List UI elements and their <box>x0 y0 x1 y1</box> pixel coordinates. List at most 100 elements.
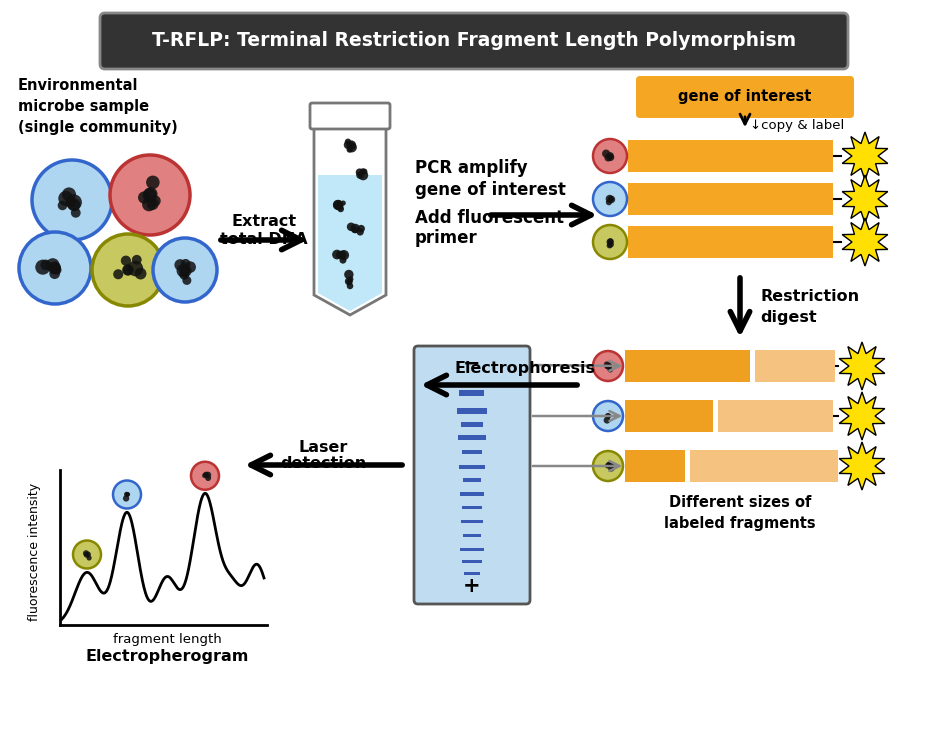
Circle shape <box>350 224 360 234</box>
Text: PCR amplify: PCR amplify <box>415 159 527 177</box>
Bar <box>458 435 486 440</box>
Text: Electrophoresis: Electrophoresis <box>455 360 596 376</box>
Circle shape <box>608 196 614 202</box>
Circle shape <box>593 401 623 431</box>
Circle shape <box>608 466 615 471</box>
Circle shape <box>356 168 364 176</box>
Circle shape <box>606 363 612 369</box>
Circle shape <box>333 200 343 210</box>
Circle shape <box>347 223 355 231</box>
Circle shape <box>185 261 196 273</box>
Circle shape <box>123 496 130 501</box>
Circle shape <box>41 260 51 270</box>
Circle shape <box>121 255 131 266</box>
Circle shape <box>62 187 76 201</box>
Bar <box>462 450 482 454</box>
Circle shape <box>593 182 627 216</box>
Bar <box>459 390 484 396</box>
Circle shape <box>357 225 365 233</box>
Polygon shape <box>839 342 884 390</box>
Circle shape <box>147 198 159 210</box>
Text: −: − <box>463 354 481 374</box>
Circle shape <box>360 168 366 174</box>
Circle shape <box>205 471 211 478</box>
Bar <box>461 520 483 523</box>
Circle shape <box>347 141 356 150</box>
Bar <box>462 506 482 509</box>
Circle shape <box>344 270 353 279</box>
Circle shape <box>49 269 60 279</box>
Bar <box>460 548 484 551</box>
Bar <box>459 465 485 469</box>
Text: Restriction
digest: Restriction digest <box>760 289 859 325</box>
Circle shape <box>333 200 343 210</box>
Circle shape <box>603 417 611 424</box>
Bar <box>460 492 484 496</box>
FancyBboxPatch shape <box>414 346 530 604</box>
Circle shape <box>339 257 347 264</box>
Circle shape <box>341 201 346 206</box>
Circle shape <box>174 259 186 271</box>
Circle shape <box>602 149 610 157</box>
Circle shape <box>83 550 89 556</box>
Circle shape <box>58 201 67 210</box>
Text: Different sizes of
labeled fragments: Different sizes of labeled fragments <box>664 495 815 531</box>
Bar <box>625 350 750 382</box>
Circle shape <box>607 242 613 248</box>
Circle shape <box>606 195 614 203</box>
Circle shape <box>607 238 614 244</box>
Bar <box>628 183 833 215</box>
Circle shape <box>86 556 92 561</box>
Circle shape <box>202 473 207 478</box>
Circle shape <box>603 362 610 368</box>
Text: Laser: Laser <box>298 439 348 455</box>
Circle shape <box>337 206 344 212</box>
Circle shape <box>128 261 143 276</box>
Circle shape <box>357 228 364 236</box>
Circle shape <box>348 276 353 282</box>
Circle shape <box>605 463 611 468</box>
Bar <box>464 572 480 575</box>
Circle shape <box>35 260 50 274</box>
Circle shape <box>125 492 130 496</box>
Circle shape <box>606 199 612 205</box>
Circle shape <box>345 277 353 285</box>
Circle shape <box>150 195 161 206</box>
Text: total DNA: total DNA <box>221 233 308 247</box>
Circle shape <box>606 152 614 160</box>
Circle shape <box>347 142 357 152</box>
Circle shape <box>607 367 613 373</box>
Circle shape <box>124 492 130 497</box>
Polygon shape <box>842 132 888 180</box>
Polygon shape <box>842 218 888 266</box>
Circle shape <box>92 234 164 306</box>
Circle shape <box>339 250 349 260</box>
Bar <box>755 350 835 382</box>
Circle shape <box>345 138 351 145</box>
Circle shape <box>347 279 352 285</box>
Bar <box>628 140 833 172</box>
Circle shape <box>203 471 209 477</box>
Polygon shape <box>314 123 386 315</box>
Text: T-RFLP: Terminal Restriction Fragment Length Polymorphism: T-RFLP: Terminal Restriction Fragment Le… <box>152 31 796 51</box>
Circle shape <box>332 250 342 259</box>
Circle shape <box>606 462 612 468</box>
Circle shape <box>205 475 211 481</box>
Text: Electropherogram: Electropherogram <box>85 649 249 665</box>
Circle shape <box>179 265 191 277</box>
Bar <box>462 560 482 563</box>
Circle shape <box>134 268 147 280</box>
Circle shape <box>183 276 191 285</box>
FancyBboxPatch shape <box>636 76 854 118</box>
Circle shape <box>113 480 141 509</box>
Circle shape <box>179 270 189 280</box>
Bar <box>628 226 833 258</box>
Circle shape <box>335 202 344 211</box>
Circle shape <box>607 241 614 247</box>
Bar <box>625 450 685 482</box>
Circle shape <box>338 250 347 259</box>
Polygon shape <box>839 442 884 490</box>
Circle shape <box>593 139 627 173</box>
Circle shape <box>176 264 189 277</box>
Circle shape <box>59 191 73 206</box>
